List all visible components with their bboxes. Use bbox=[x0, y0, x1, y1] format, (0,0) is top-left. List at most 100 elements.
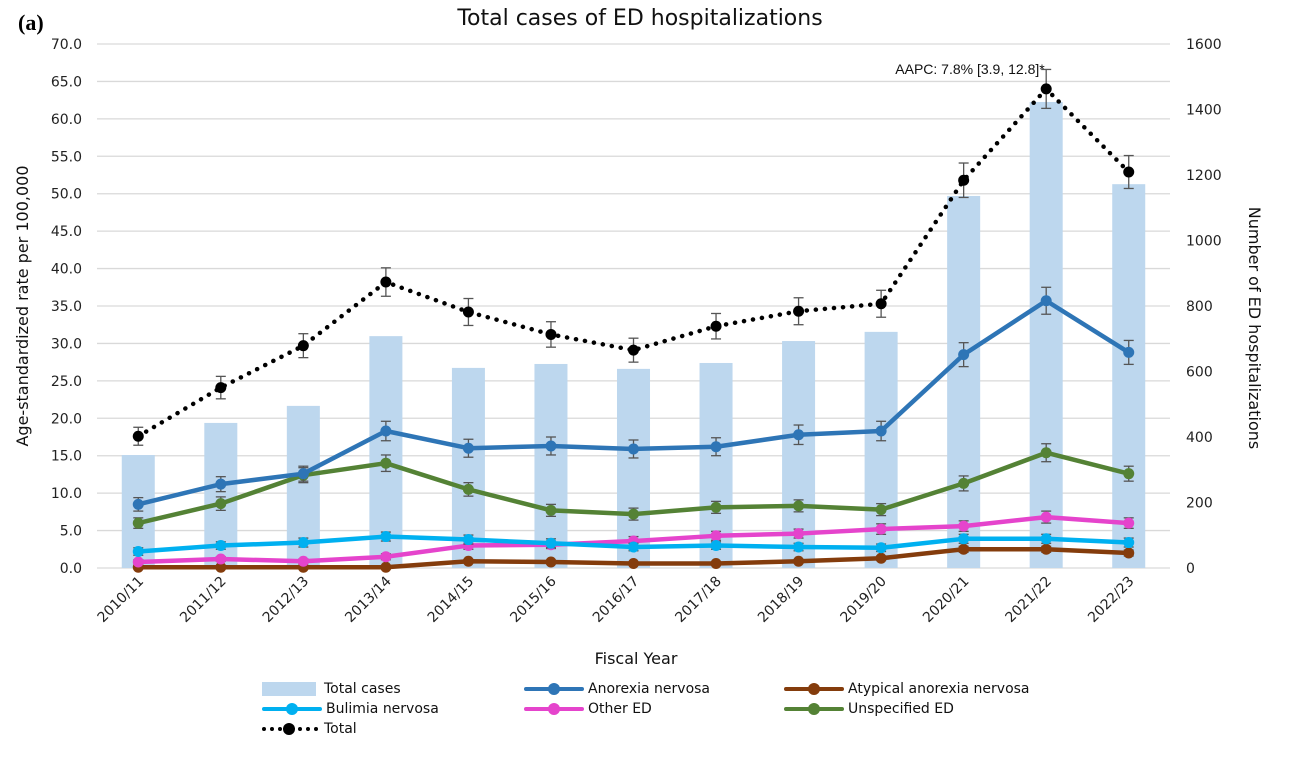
point-atypical-anorexia-nervosa bbox=[1123, 547, 1135, 559]
bar-total-cases bbox=[1029, 101, 1063, 568]
point-other-ed bbox=[1040, 511, 1052, 523]
point-other-ed bbox=[132, 556, 144, 568]
x-axis: 2010/11 2011/12 2012/13 2013/14 2014/15 2015/… bbox=[95, 573, 1138, 626]
legend-label: Anorexia nervosa bbox=[588, 681, 711, 697]
x-tick-label: 2021/22 bbox=[1003, 574, 1055, 626]
point-anorexia-nervosa bbox=[1040, 295, 1052, 307]
legend-item: Atypical anorexia nervosa bbox=[784, 681, 1030, 697]
legend-swatch-line bbox=[784, 682, 844, 696]
point-other-ed bbox=[297, 555, 309, 567]
y-left-tick-label: 30.0 bbox=[51, 336, 82, 352]
point-total bbox=[545, 328, 557, 340]
point-bulimia-nervosa bbox=[380, 531, 392, 543]
y-left-tick-label: 5.0 bbox=[60, 524, 82, 540]
x-tick-label: 2018/19 bbox=[755, 574, 807, 626]
legend-label: Total cases bbox=[324, 681, 401, 697]
legend-swatch-line bbox=[784, 702, 844, 716]
point-bulimia-nervosa bbox=[1123, 537, 1135, 549]
point-anorexia-nervosa bbox=[215, 478, 227, 490]
legend-item: Unspecified ED bbox=[784, 701, 954, 717]
y-right-tick-label: 0 bbox=[1186, 561, 1195, 577]
y-axis-left-title: Age-standardized rate per 100,000 bbox=[13, 165, 32, 446]
aapc-annotation: AAPC: 7.8% [3.9, 12.8]* bbox=[895, 61, 1045, 77]
x-tick-label: 2015/16 bbox=[507, 573, 560, 626]
bar-total-cases bbox=[534, 363, 568, 568]
point-anorexia-nervosa bbox=[710, 441, 722, 453]
y-left-tick-label: 70.0 bbox=[51, 37, 82, 53]
point-atypical-anorexia-nervosa bbox=[215, 561, 227, 573]
point-total bbox=[380, 276, 392, 288]
point-anorexia-nervosa bbox=[132, 498, 144, 510]
point-unspecified-ed bbox=[215, 498, 227, 510]
y-axis-right: 0 200 400 600 800 1000 1200 1400 1600 bbox=[1186, 37, 1222, 577]
legend-label: Total bbox=[324, 721, 357, 737]
point-other-ed bbox=[215, 553, 227, 565]
point-anorexia-nervosa bbox=[462, 442, 474, 454]
point-other-ed bbox=[958, 520, 970, 532]
y-left-tick-label: 35.0 bbox=[51, 299, 82, 315]
point-bulimia-nervosa bbox=[545, 537, 557, 549]
x-tick-label: 2014/15 bbox=[425, 574, 477, 626]
y-left-tick-label: 0.0 bbox=[60, 561, 82, 577]
x-axis-title: Fiscal Year bbox=[595, 649, 678, 668]
bar-total-cases bbox=[369, 336, 403, 568]
y-left-tick-label: 65.0 bbox=[51, 74, 82, 90]
y-left-tick-label: 10.0 bbox=[51, 486, 82, 502]
y-left-tick-label: 20.0 bbox=[51, 411, 82, 427]
point-atypical-anorexia-nervosa bbox=[958, 543, 970, 555]
x-tick-label: 2017/18 bbox=[672, 574, 724, 626]
x-tick-label: 2011/12 bbox=[177, 574, 229, 626]
y-right-tick-label: 400 bbox=[1186, 430, 1213, 446]
point-anorexia-nervosa bbox=[875, 425, 887, 437]
point-other-ed bbox=[793, 528, 805, 540]
point-atypical-anorexia-nervosa bbox=[875, 552, 887, 564]
x-tick-label: 2010/11 bbox=[95, 574, 147, 626]
y-left-tick-label: 45.0 bbox=[51, 224, 82, 240]
point-atypical-anorexia-nervosa bbox=[462, 555, 474, 567]
legend-label: Unspecified ED bbox=[848, 701, 954, 717]
point-total bbox=[1040, 83, 1052, 95]
point-other-ed bbox=[380, 551, 392, 563]
point-unspecified-ed bbox=[628, 508, 639, 520]
point-total bbox=[462, 306, 474, 318]
point-unspecified-ed bbox=[545, 504, 557, 516]
legend-item: Total cases bbox=[262, 681, 401, 697]
point-total bbox=[710, 320, 722, 332]
y-left-tick-label: 25.0 bbox=[51, 374, 82, 390]
y-right-tick-label: 800 bbox=[1186, 299, 1213, 315]
point-unspecified-ed bbox=[1040, 447, 1052, 459]
point-bulimia-nervosa bbox=[1040, 533, 1052, 545]
y-right-tick-label: 600 bbox=[1186, 365, 1213, 381]
point-atypical-anorexia-nervosa bbox=[1040, 543, 1052, 555]
point-total bbox=[628, 344, 639, 356]
y-left-tick-label: 60.0 bbox=[51, 112, 82, 128]
point-anorexia-nervosa bbox=[545, 440, 557, 452]
bar-total-cases bbox=[1112, 184, 1146, 569]
legend-item: Bulimia nervosa bbox=[262, 701, 439, 717]
legend-item: Anorexia nervosa bbox=[524, 681, 710, 697]
bar-total-cases bbox=[947, 195, 981, 568]
point-unspecified-ed bbox=[958, 477, 970, 489]
point-anorexia-nervosa bbox=[380, 425, 392, 437]
point-atypical-anorexia-nervosa bbox=[545, 556, 557, 568]
x-tick-label: 2022/23 bbox=[1085, 574, 1137, 626]
point-bulimia-nervosa bbox=[628, 541, 639, 553]
y-right-tick-label: 1400 bbox=[1186, 103, 1222, 119]
point-total bbox=[1123, 166, 1135, 178]
legend-label: Other ED bbox=[588, 701, 652, 717]
point-atypical-anorexia-nervosa bbox=[793, 555, 805, 567]
point-bulimia-nervosa bbox=[132, 546, 144, 558]
point-other-ed bbox=[1123, 517, 1135, 529]
series-lines bbox=[132, 68, 1135, 573]
legend-label: Atypical anorexia nervosa bbox=[848, 681, 1030, 697]
x-tick-label: 2013/14 bbox=[342, 573, 395, 626]
chart-title: Total cases of ED hospitalizations bbox=[457, 6, 823, 31]
legend-swatch-line bbox=[262, 702, 322, 716]
point-bulimia-nervosa bbox=[875, 542, 887, 554]
point-total bbox=[958, 174, 970, 186]
point-unspecified-ed bbox=[710, 501, 722, 513]
legend-swatch-dotted bbox=[262, 722, 318, 736]
point-other-ed bbox=[710, 530, 722, 542]
x-tick-label: 2020/21 bbox=[920, 574, 972, 626]
y-axis-right-title: Number of ED hospitalizations bbox=[1245, 207, 1264, 449]
